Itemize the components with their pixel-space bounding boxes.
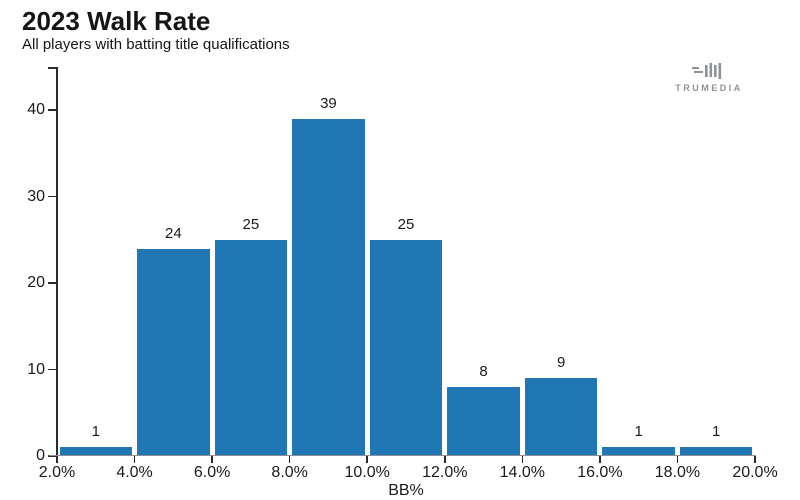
bar-value-label: 39 bbox=[320, 94, 337, 112]
y-axis-tick-label: 0 bbox=[36, 447, 45, 464]
bar-value-label: 25 bbox=[397, 215, 415, 233]
x-axis-tick bbox=[521, 456, 524, 463]
x-axis-tick bbox=[366, 456, 368, 463]
x-axis-tick-label: 16.0% bbox=[577, 464, 623, 481]
page-subtitle: All players with batting title qualifica… bbox=[22, 36, 290, 53]
trumedia-logo-icon bbox=[692, 63, 722, 79]
x-axis-line bbox=[49, 454, 756, 456]
x-axis-tick-label: 6.0% bbox=[193, 464, 231, 481]
x-axis-tick-label: 2.0% bbox=[38, 464, 76, 481]
histogram-bar bbox=[447, 386, 520, 456]
x-axis-tick-label: 12.0% bbox=[422, 464, 468, 481]
bar-value-label: 24 bbox=[164, 224, 182, 242]
x-axis-tick-label: 4.0% bbox=[116, 464, 153, 481]
x-axis-tick bbox=[211, 456, 213, 463]
bar-value-label: 25 bbox=[242, 215, 260, 233]
x-axis-title: BB% bbox=[388, 482, 424, 499]
histogram-bar bbox=[369, 239, 443, 456]
y-axis-tick-label: 40 bbox=[27, 101, 45, 119]
y-axis-top-cap bbox=[48, 67, 57, 69]
histogram-bar bbox=[59, 447, 133, 456]
histogram-bar bbox=[679, 447, 753, 456]
x-axis-tick bbox=[599, 456, 601, 463]
y-axis-tick-label: 20 bbox=[27, 274, 45, 292]
y-axis-tick-label: 30 bbox=[27, 187, 45, 205]
bar-value-label: 1 bbox=[91, 423, 100, 441]
plot-area: 1 24 25 39 25 8 9 1 1 2.0% 4.0% 6.0% 8.0% 10.0% 12.0% 1… bbox=[27, 67, 778, 499]
y-axis-line bbox=[56, 67, 58, 456]
y-axis-tick bbox=[48, 455, 57, 457]
bar-value-label: 1 bbox=[712, 423, 721, 441]
histogram-bar bbox=[602, 447, 675, 456]
y-axis-tick bbox=[48, 109, 57, 111]
x-axis-tick bbox=[754, 456, 756, 463]
histogram-bar bbox=[214, 239, 288, 456]
x-axis-tick bbox=[444, 456, 446, 463]
x-axis-tick bbox=[133, 456, 136, 463]
y-axis-tick bbox=[48, 368, 57, 371]
x-axis-tick-label: 18.0% bbox=[654, 464, 701, 481]
bar-value-label: 1 bbox=[634, 423, 643, 441]
x-axis-tick-label: 8.0% bbox=[271, 464, 308, 481]
y-axis-tick bbox=[48, 195, 57, 198]
x-axis-tick-label: 14.0% bbox=[499, 464, 546, 481]
histogram-bar bbox=[524, 378, 598, 456]
x-axis-tick bbox=[676, 456, 679, 463]
x-axis-tick bbox=[288, 456, 291, 463]
histogram-bar bbox=[292, 118, 365, 456]
bar-value-label: 9 bbox=[556, 354, 566, 372]
trumedia-logo-text: TRUMEDIA bbox=[675, 83, 743, 93]
bar-value-label: 8 bbox=[479, 362, 488, 380]
x-axis-tick-label: 20.0% bbox=[732, 464, 778, 481]
x-axis-tick-label: 10.0% bbox=[344, 464, 390, 481]
histogram-bar bbox=[137, 248, 210, 456]
trumedia-logo: TRUMEDIA bbox=[664, 63, 754, 93]
y-axis-tick-label: 10 bbox=[27, 360, 45, 378]
page-title: 2023 Walk Rate bbox=[22, 6, 211, 36]
x-axis-tick bbox=[56, 456, 58, 463]
y-axis-tick bbox=[48, 282, 57, 284]
